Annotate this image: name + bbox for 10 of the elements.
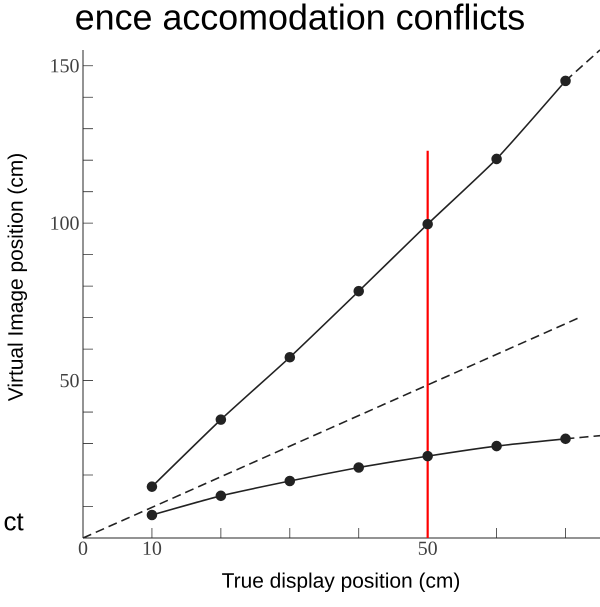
text: ct	[4, 513, 24, 530]
x-tick-label: 50	[418, 542, 437, 555]
x-tick-label: 0	[78, 542, 88, 555]
y-tick-label: 100	[51, 216, 79, 230]
y-tick-label: 50	[60, 374, 79, 388]
x-axis-title: True display position (cm)	[222, 572, 460, 592]
y-tick-label: 150	[51, 59, 79, 72]
y-axis-title: Virtual Image position (cm)	[8, 154, 28, 402]
chart-title: ence accomodation conflicts	[76, 4, 524, 30]
x-tick-label: 10	[144, 542, 162, 555]
